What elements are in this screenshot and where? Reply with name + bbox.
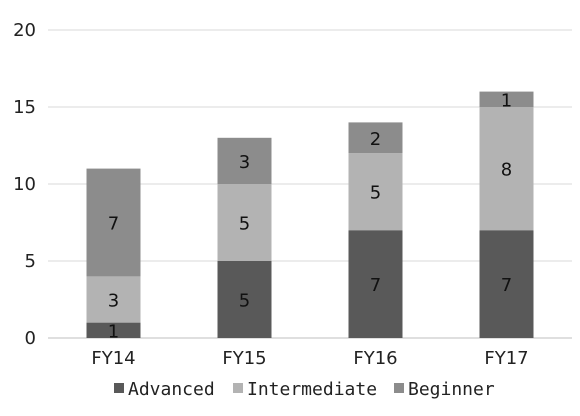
data-label: 3 [108, 291, 119, 312]
legend-label-beginner: Beginner [408, 379, 495, 400]
y-axis-tick-labels: 0 5 10 15 20 [13, 20, 36, 349]
bar-segment-advanced-fy16 [348, 230, 403, 338]
bar-segment-advanced-fy17 [479, 230, 534, 338]
bar-segment-beginner-fy17 [479, 91, 534, 107]
x-axis-tick-labels: FY14 FY15 FY16 FY17 [91, 348, 528, 369]
data-label: 7 [501, 275, 512, 296]
x-tick-label: FY17 [484, 348, 528, 369]
x-tick-label: FY16 [353, 348, 397, 369]
data-label: 7 [370, 275, 381, 296]
data-label: 1 [501, 90, 512, 111]
bar-segment-advanced-fy15 [217, 261, 272, 338]
y-tick-label: 5 [25, 251, 36, 272]
data-label: 7 [108, 214, 119, 235]
x-tick-label: FY15 [222, 348, 266, 369]
y-tick-label: 10 [13, 174, 36, 195]
legend-swatch-beginner [394, 383, 404, 393]
data-label: 3 [239, 152, 250, 173]
bar-segment-beginner-fy14 [86, 168, 141, 277]
bar-segment-intermediate-fy14 [86, 276, 141, 323]
legend: Advanced Intermediate Beginner [114, 379, 495, 400]
legend-swatch-advanced [114, 383, 124, 393]
x-tick-label: FY14 [91, 348, 135, 369]
bar-segment-intermediate-fy15 [217, 184, 272, 261]
bar-segment-intermediate-fy16 [348, 153, 403, 231]
bar-segment-advanced-fy14 [86, 322, 141, 338]
data-label: 8 [501, 160, 512, 181]
legend-swatch-intermediate [233, 383, 243, 393]
legend-label-intermediate: Intermediate [247, 379, 377, 400]
bar-segment-beginner-fy15 [217, 137, 272, 184]
legend-label-advanced: Advanced [128, 379, 215, 400]
data-label: 5 [239, 214, 250, 235]
bars: 1 3 7 5 5 3 7 5 2 7 8 1 [86, 90, 534, 342]
data-label: 2 [370, 129, 381, 150]
bar-segment-intermediate-fy17 [479, 107, 534, 231]
data-label: 1 [108, 321, 119, 342]
data-label: 5 [370, 183, 381, 204]
bar-segment-beginner-fy16 [348, 122, 403, 154]
data-label: 5 [239, 291, 250, 312]
y-tick-label: 15 [13, 97, 36, 118]
y-tick-label: 20 [13, 20, 36, 41]
y-tick-label: 0 [25, 328, 36, 349]
